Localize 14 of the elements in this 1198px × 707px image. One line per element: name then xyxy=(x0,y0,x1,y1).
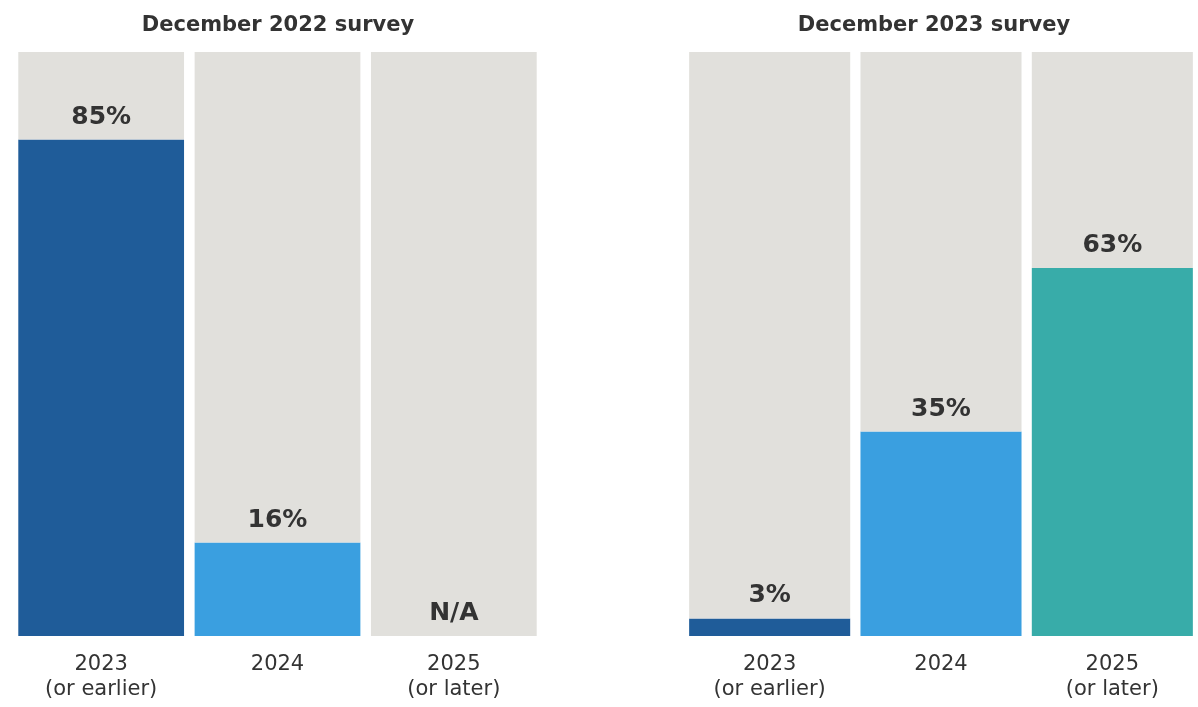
data-label: 85% xyxy=(71,100,132,130)
data-label: 63% xyxy=(1082,229,1143,259)
x-tick-label: 2023 (or earlier) xyxy=(713,650,826,700)
chart-title: December 2023 survey xyxy=(797,11,1071,36)
text: N/A xyxy=(429,597,479,626)
chart-title: December 2022 survey xyxy=(141,11,415,36)
data-label: 3% xyxy=(748,579,791,609)
data-label: 16% xyxy=(247,503,308,533)
x-tick-label: 2024 xyxy=(914,650,968,675)
x-tick-label: 2025 (or later) xyxy=(407,650,501,700)
x-tick-label: 2023 (or earlier) xyxy=(45,650,158,700)
x-tick-label: 2025 (or later) xyxy=(1065,650,1159,700)
x-tick-label: 2024 xyxy=(250,650,305,675)
data-label: 35% xyxy=(911,392,971,422)
